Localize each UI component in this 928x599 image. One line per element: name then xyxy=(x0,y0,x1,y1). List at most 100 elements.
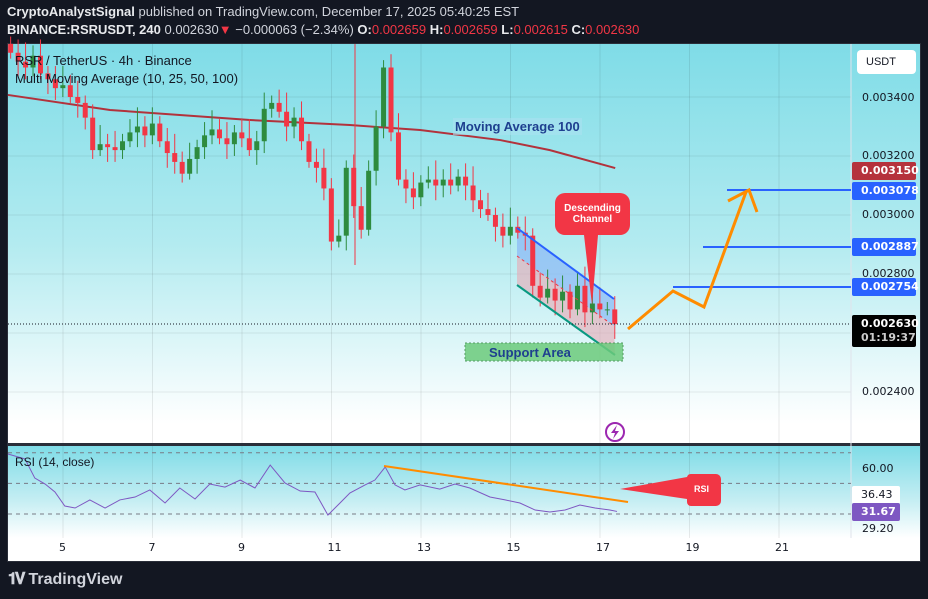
candle-body xyxy=(410,188,416,198)
candle-body xyxy=(567,291,573,310)
currency-button[interactable]: USDT xyxy=(857,50,916,74)
candle xyxy=(179,151,185,183)
candle xyxy=(164,127,170,168)
candle-body xyxy=(37,55,43,74)
candle-body xyxy=(478,200,484,210)
candle-body xyxy=(261,108,267,142)
candle xyxy=(463,163,469,201)
low-value: 0.002615 xyxy=(513,22,568,37)
candle-body xyxy=(187,158,193,174)
candle-body xyxy=(299,117,305,142)
candle xyxy=(142,116,148,148)
rsi-line xyxy=(7,453,618,516)
candle xyxy=(366,160,372,236)
channel-upper-fill xyxy=(517,228,614,326)
rsi-callout xyxy=(620,473,721,506)
candle-body xyxy=(149,123,155,136)
candle xyxy=(45,66,51,95)
publisher: CryptoAnalystSignal xyxy=(7,4,135,19)
time-tick: 7 xyxy=(148,541,156,554)
candle xyxy=(30,45,36,77)
candle xyxy=(343,160,349,251)
candle xyxy=(157,116,163,148)
candle xyxy=(246,119,252,156)
candle xyxy=(37,39,43,80)
candle-body xyxy=(560,291,566,301)
tradingview-logo[interactable]: 𝟏𝐕 TradingView xyxy=(8,571,122,589)
price-tick: 0.003400 xyxy=(862,91,915,104)
candle-body xyxy=(366,170,372,230)
candle xyxy=(97,125,103,156)
candle-body xyxy=(60,85,66,89)
candle-body xyxy=(597,303,603,310)
candle xyxy=(127,119,133,148)
candle-body xyxy=(23,61,29,68)
candle-body xyxy=(231,132,237,145)
candle xyxy=(82,95,88,130)
indicator-legend[interactable]: Multi Moving Average (10, 25, 50, 100) xyxy=(15,71,239,86)
candle-body xyxy=(254,141,260,151)
candle xyxy=(8,36,14,59)
rsi-legend[interactable]: RSI (14, close) xyxy=(15,455,95,469)
candle-body xyxy=(313,161,319,168)
symbol: BINANCE:RSRUSDT, 240 xyxy=(7,22,161,37)
channel-mid-line xyxy=(516,255,615,327)
h-label: H: xyxy=(429,22,444,37)
candle-body xyxy=(179,161,185,174)
last-price: 0.002630 xyxy=(164,22,219,37)
candle xyxy=(120,133,126,159)
candle-body xyxy=(45,73,51,80)
last-price-badge: 0.002630 01:19:37 xyxy=(852,315,919,347)
symbol-info: BINANCE:RSRUSDT, 240 0.002630▼ −0.000063… xyxy=(7,22,639,37)
candle xyxy=(552,278,558,316)
candle xyxy=(112,130,118,162)
ma100-line xyxy=(7,93,616,170)
candle xyxy=(478,189,484,218)
price-tick: 0.003000 xyxy=(862,208,915,221)
candle-body xyxy=(507,226,513,236)
rsi-pane[interactable] xyxy=(8,446,920,538)
callout-bubble xyxy=(555,193,630,305)
candle xyxy=(328,178,334,251)
candle-body xyxy=(112,147,118,151)
candle-body xyxy=(343,167,349,236)
candle-body xyxy=(403,179,409,189)
brand-name: TradingView xyxy=(28,571,123,588)
candle xyxy=(351,154,357,218)
rsi-trendline xyxy=(383,465,629,503)
candle-body xyxy=(105,144,111,148)
candle-body xyxy=(530,235,536,286)
tv-logo-icon: 𝟏𝐕 xyxy=(8,571,25,588)
rsi-badge-value: 31.67 xyxy=(852,503,900,521)
candle-body xyxy=(172,153,178,162)
candle-body xyxy=(97,144,103,151)
candle xyxy=(90,104,96,159)
candle-body xyxy=(388,67,394,133)
candle-body xyxy=(612,309,618,325)
time-axis[interactable] xyxy=(8,538,920,561)
price-tick: 0.002800 xyxy=(862,267,915,280)
candle xyxy=(75,80,81,118)
grid xyxy=(8,44,851,538)
candle xyxy=(172,133,178,174)
candle xyxy=(261,92,267,154)
candle-body xyxy=(463,176,469,186)
time-tick: 19 xyxy=(685,541,700,554)
price-pane[interactable] xyxy=(8,44,920,444)
candle xyxy=(231,125,237,156)
price-change: −0.000063 (−2.34%) xyxy=(235,22,354,37)
rsi-badge-upper: 36.43 xyxy=(852,486,900,504)
pane-separator[interactable] xyxy=(8,443,920,446)
candle xyxy=(560,275,566,313)
candle-body xyxy=(455,176,461,186)
candle xyxy=(567,284,573,319)
published-text: published on TradingView.com, December 1… xyxy=(138,4,520,19)
candle-body xyxy=(545,288,551,298)
candle xyxy=(455,169,461,192)
bar-countdown: 01:19:37 xyxy=(861,331,916,344)
publish-info: CryptoAnalystSignal published on Trading… xyxy=(7,4,519,19)
candle xyxy=(381,60,387,139)
candle xyxy=(597,287,603,319)
candle xyxy=(388,54,394,142)
